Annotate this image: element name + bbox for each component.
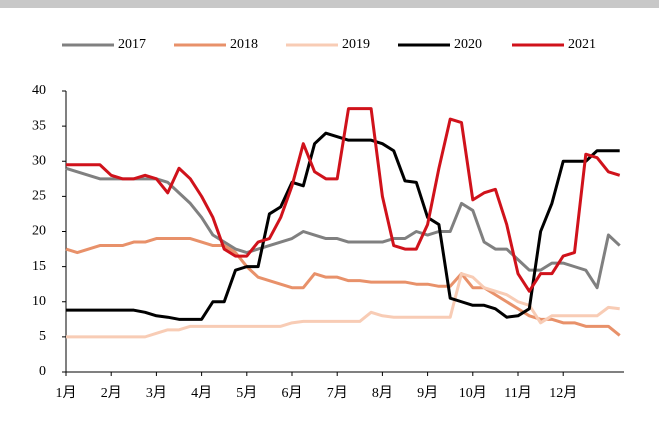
top-bar	[0, 0, 659, 8]
legend-label: 2019	[342, 37, 370, 52]
legend-label: 2021	[568, 37, 596, 52]
x-tick-label: 12月	[549, 385, 577, 401]
series-line	[65, 237, 621, 337]
y-tick-label: 5	[39, 329, 46, 344]
x-tick-label: 9月	[417, 385, 438, 401]
x-tick-label: 3月	[146, 385, 167, 401]
series-line	[66, 272, 620, 339]
x-tick-label: 6月	[282, 385, 303, 401]
x-tick-label: 8月	[372, 385, 393, 401]
x-tick-label: 4月	[191, 385, 212, 401]
series-line	[65, 166, 621, 290]
x-tick-label: 7月	[327, 385, 348, 401]
x-tick-label: 2月	[101, 385, 122, 401]
series-line	[66, 107, 621, 293]
legend-label: 2018	[230, 37, 258, 52]
x-tick-label: 11月	[504, 385, 531, 401]
y-tick-label: 30	[32, 153, 46, 168]
x-tick-label: 5月	[236, 385, 257, 401]
y-tick-label: 0	[39, 364, 46, 379]
legend-label: 2020	[454, 37, 482, 52]
y-tick-label: 35	[32, 118, 46, 133]
y-tick-label: 25	[32, 189, 46, 204]
legend-label: 2017	[118, 37, 146, 52]
x-tick-label: 10月	[459, 385, 487, 401]
y-tick-label: 20	[32, 224, 46, 239]
y-tick-label: 10	[32, 294, 46, 309]
y-tick-label: 15	[32, 259, 46, 274]
x-tick-label: 1月	[56, 385, 77, 401]
y-tick-label: 40	[32, 83, 46, 98]
series-line	[66, 131, 620, 321]
